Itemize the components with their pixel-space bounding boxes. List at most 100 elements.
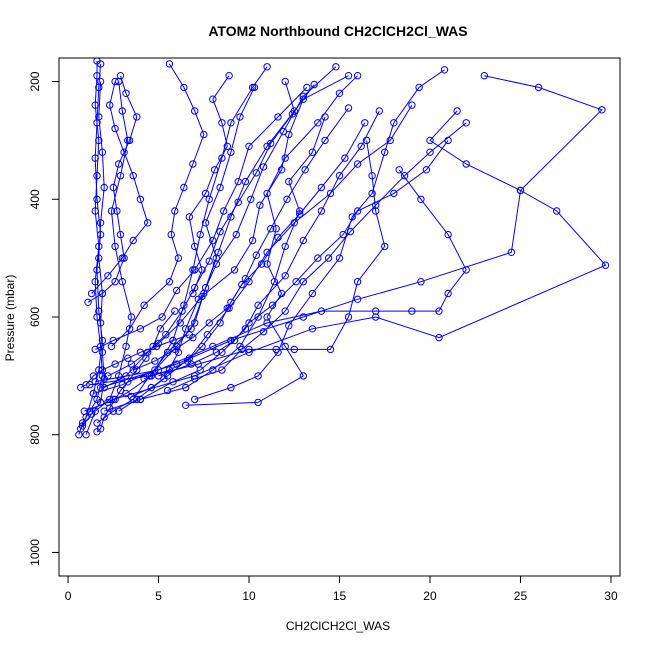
data-point — [124, 378, 132, 386]
data-point — [201, 219, 210, 227]
x-tick-label: 20 — [423, 589, 437, 603]
data-point — [125, 136, 134, 145]
data-point — [256, 201, 264, 209]
series-line — [167, 122, 467, 392]
data-point — [205, 257, 213, 265]
data-point — [185, 331, 194, 339]
data-point — [171, 307, 179, 315]
data-point — [210, 166, 219, 174]
data-point — [196, 230, 204, 239]
data-point — [335, 172, 344, 180]
data-point — [326, 345, 335, 354]
data-point — [93, 72, 101, 80]
series-line — [91, 81, 149, 294]
data-point — [96, 77, 105, 86]
data-point — [422, 166, 431, 174]
data-point — [136, 325, 145, 333]
data-point — [440, 66, 449, 74]
data-point — [353, 72, 362, 80]
data-point — [281, 77, 289, 86]
data-point — [321, 136, 329, 145]
data-point — [507, 248, 516, 257]
data-point — [93, 419, 101, 427]
chart-title: ATOM2 Northbound CH2ClCH2Cl_WAS — [208, 23, 467, 39]
data-point — [182, 383, 190, 392]
data-point — [122, 89, 130, 98]
data-point — [100, 413, 108, 421]
data-point — [165, 278, 174, 286]
data-point — [122, 389, 130, 398]
series-line — [78, 60, 103, 435]
data-point — [169, 336, 177, 345]
data-point — [314, 254, 322, 262]
x-axis: 0 5 10 15 20 25 30 — [65, 575, 618, 603]
data-point — [100, 383, 108, 392]
y-tick-label: 800 — [28, 424, 42, 444]
data-point — [198, 292, 206, 301]
data-point — [151, 366, 159, 374]
data-point — [98, 336, 107, 345]
data-point — [223, 142, 232, 151]
data-point — [245, 319, 253, 327]
data-point — [375, 107, 383, 115]
series-17 — [191, 66, 449, 404]
data-point — [158, 313, 166, 321]
x-tick-label: 25 — [514, 589, 528, 603]
data-point — [106, 101, 114, 109]
data-point — [127, 313, 136, 321]
data-point — [344, 104, 353, 112]
data-point — [274, 233, 282, 242]
data-point — [116, 230, 125, 239]
data-point — [417, 278, 425, 286]
data-point — [272, 225, 280, 233]
data-point — [165, 60, 174, 68]
data-point — [218, 154, 226, 162]
series-layer — [75, 58, 610, 439]
data-point — [111, 77, 119, 86]
data-point — [136, 395, 145, 404]
data-point — [116, 386, 125, 395]
series-line — [84, 66, 268, 412]
data-point — [140, 301, 148, 309]
data-point — [191, 107, 199, 115]
data-point — [258, 260, 266, 268]
data-point — [390, 189, 398, 198]
data-point — [417, 195, 425, 204]
data-point — [142, 354, 150, 362]
data-point — [299, 313, 307, 321]
data-point — [156, 325, 165, 333]
series-line — [104, 116, 326, 412]
data-point — [176, 319, 184, 327]
data-point — [198, 266, 206, 274]
data-point — [87, 289, 96, 298]
data-point — [281, 242, 289, 251]
data-point — [444, 289, 452, 298]
data-point — [462, 119, 470, 127]
x-axis-label: CH2ClCH2Cl_WAS — [286, 619, 390, 633]
data-point — [118, 107, 127, 115]
data-point — [118, 278, 127, 286]
data-point — [216, 319, 224, 327]
data-point — [189, 289, 197, 298]
data-point — [220, 207, 228, 215]
data-point — [234, 198, 242, 206]
data-point — [96, 425, 105, 433]
data-point — [180, 83, 188, 92]
data-point — [263, 189, 271, 198]
series-line — [131, 104, 413, 397]
data-point — [268, 301, 277, 309]
data-point — [182, 401, 190, 409]
data-point — [234, 177, 242, 186]
data-point — [191, 395, 199, 404]
y-axis: 200 400 600 800 1000 — [28, 71, 60, 566]
data-point — [129, 172, 137, 180]
data-point — [96, 219, 105, 227]
data-point — [314, 119, 322, 127]
data-point — [171, 345, 179, 354]
data-point — [408, 101, 416, 109]
data-point — [201, 283, 210, 292]
data-point — [115, 160, 123, 168]
data-point — [285, 322, 293, 330]
data-point — [236, 113, 244, 121]
data-point — [163, 386, 172, 395]
